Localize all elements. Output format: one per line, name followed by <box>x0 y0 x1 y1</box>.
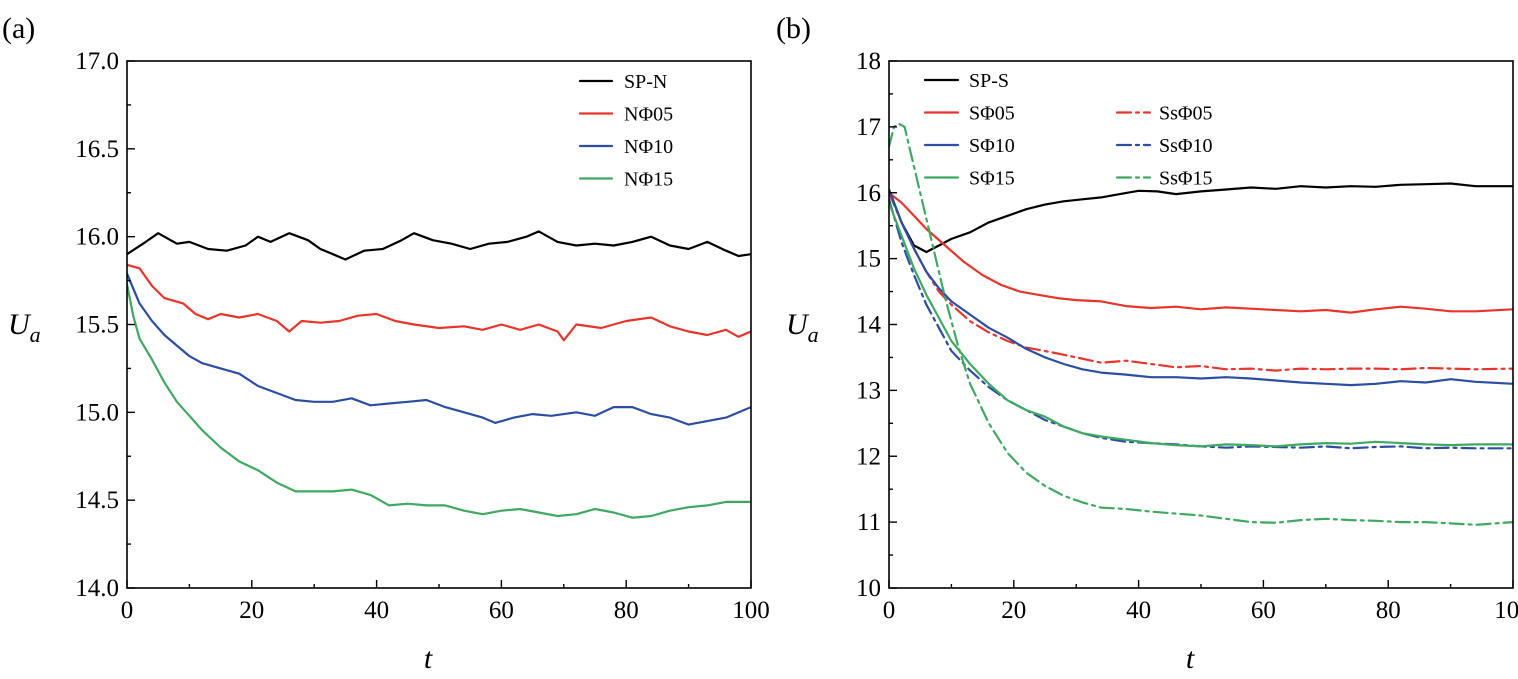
panel-a-legend-label-sp-n: SP-N <box>624 71 667 93</box>
panel-b-series-sphi10 <box>889 188 1513 387</box>
panel-b-y-tick-label: 17 <box>856 114 881 141</box>
panel-a-y-tick-label: 14.0 <box>75 575 119 602</box>
panel-b-series-ssphi15 <box>889 122 1513 526</box>
panel-b-x-tick-label: 40 <box>1126 597 1151 624</box>
panel-a-legend-label-nphi15: NΦ15 <box>624 169 673 191</box>
panel-b-legend-label-sp-s: SP-S <box>969 70 1009 92</box>
panel-b-series-ssphi05 <box>889 191 1513 372</box>
panel-a-series-nphi10 <box>127 272 751 426</box>
panel-a-y-axis-label-sub: a <box>30 322 41 347</box>
panel-b-y-tick-label: 16 <box>856 180 881 207</box>
panel-b-y-tick-label: 11 <box>857 509 881 536</box>
panel-b-label: (b) <box>776 12 811 45</box>
panel-a-ticks: 0 20 40 60 80 100 14.0 14.5 15.0 15.5 16.0 16.5 17.0 <box>75 48 770 624</box>
panel-b-series-layer <box>889 122 1513 526</box>
panel-b-y-tick-label: 10 <box>856 575 881 602</box>
panel-b-legend-label-ssphi05: SsΦ05 <box>1159 103 1213 125</box>
panel-b-y-tick-label: 13 <box>856 377 881 404</box>
panel-b-x-tick-label: 80 <box>1376 597 1401 624</box>
panel-b-series-sphi15 <box>889 201 1513 448</box>
panel-b-x-tick-label: 60 <box>1251 597 1276 624</box>
panel-b-series-sphi05 <box>889 191 1513 314</box>
panel-a-series-nphi05 <box>127 263 751 342</box>
panel-a-y-tick-label: 16.0 <box>75 224 119 251</box>
panel-b-legend-label-ssphi15: SsΦ15 <box>1159 168 1213 190</box>
panel-a-legend-label-nphi05: NΦ05 <box>624 104 673 126</box>
panel-a-legend: SP-N NΦ05 NΦ10 NΦ15 <box>578 71 673 191</box>
panel-b-legend-label-sphi15: SΦ15 <box>969 168 1015 190</box>
panel-b-y-axis-label-main: U <box>786 308 810 341</box>
panel-a-y-axis-label-main: U <box>8 308 32 341</box>
panel-a-y-tick-label: 15.0 <box>75 399 119 426</box>
panel-a-x-tick-label: 20 <box>239 597 264 624</box>
panel-a-series-layer <box>127 230 751 519</box>
panel-b-y-tick-label: 15 <box>856 246 881 273</box>
panel-a: (a) 0 20 40 60 80 100 14.0 14.5 15.0 15.5 16.0 16.5… <box>2 12 770 675</box>
panel-b-y-tick-label: 18 <box>856 48 881 75</box>
panel-b-legend-label-sphi05: SΦ05 <box>969 103 1015 125</box>
panel-a-y-tick-label: 17.0 <box>75 48 119 75</box>
panel-b-legend-label-sphi10: SΦ10 <box>969 135 1015 157</box>
panel-a-x-tick-label: 80 <box>614 597 639 624</box>
panel-b-y-tick-label: 14 <box>856 312 882 339</box>
panel-a-y-axis-label: Ua <box>8 308 41 347</box>
panel-b-x-tick-label: 20 <box>1001 597 1026 624</box>
panel-a-x-tick-label: 100 <box>732 597 770 624</box>
panel-a-x-tick-label: 60 <box>489 597 514 624</box>
panel-a-y-tick-label: 16.5 <box>75 136 119 163</box>
panel-b-y-axis-label: Ua <box>786 308 819 347</box>
panel-b-ticks: 0 20 40 60 80 100 10 11 12 13 14 15 16 17 18 <box>856 48 1518 624</box>
panel-b-y-tick-label: 12 <box>856 443 881 470</box>
panel-b-x-axis-label: t <box>1186 642 1195 675</box>
panel-a-x-tick-label: 40 <box>364 597 389 624</box>
panel-b-x-tick-label: 0 <box>883 597 896 624</box>
panel-a-label: (a) <box>2 12 35 45</box>
panel-b-legend: SP-S SΦ05 SΦ10 SΦ15 SsΦ05 SsΦ10 SsΦ15 <box>923 70 1213 190</box>
panel-a-y-tick-label: 14.5 <box>75 487 119 514</box>
panel-a-x-axis-label: t <box>424 642 433 675</box>
panel-a-legend-label-nphi10: NΦ10 <box>624 136 673 158</box>
panel-b-series-sp-s <box>889 182 1513 254</box>
panel-a-x-tick-label: 0 <box>121 597 134 624</box>
panel-b-x-tick-label: 100 <box>1494 597 1518 624</box>
panel-b: (b) 020406080100101112131415161718 SP-SS… <box>776 12 1518 675</box>
panel-a-series-nphi15 <box>127 283 751 519</box>
panel-b-y-axis-label-sub: a <box>808 322 819 347</box>
panel-a-y-tick-label: 15.5 <box>75 312 119 339</box>
panel-b-legend-label-ssphi10: SsΦ10 <box>1159 135 1213 157</box>
panel-a-series-sp-n <box>127 230 751 261</box>
